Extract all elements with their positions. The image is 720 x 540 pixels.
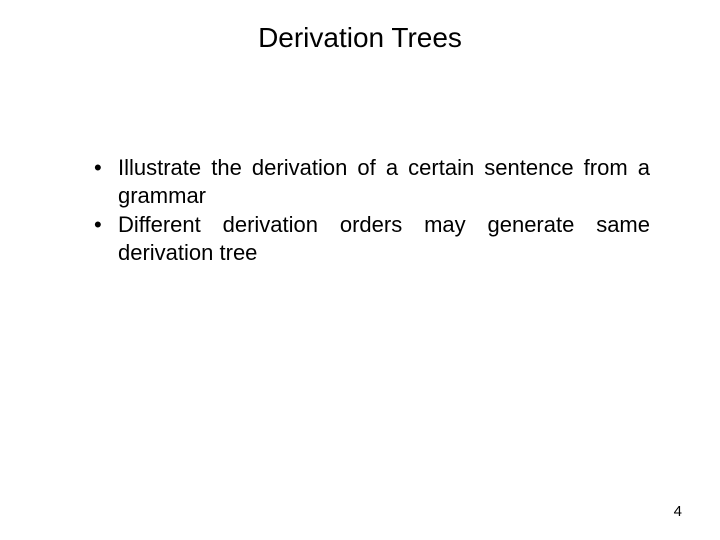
bullet-list: Illustrate the derivation of a certain s…	[90, 154, 650, 266]
bullet-item: Different derivation orders may generate…	[90, 211, 650, 266]
content-area: Illustrate the derivation of a certain s…	[0, 54, 720, 266]
slide-title: Derivation Trees	[0, 0, 720, 54]
page-number: 4	[674, 503, 682, 520]
bullet-item: Illustrate the derivation of a certain s…	[90, 154, 650, 209]
